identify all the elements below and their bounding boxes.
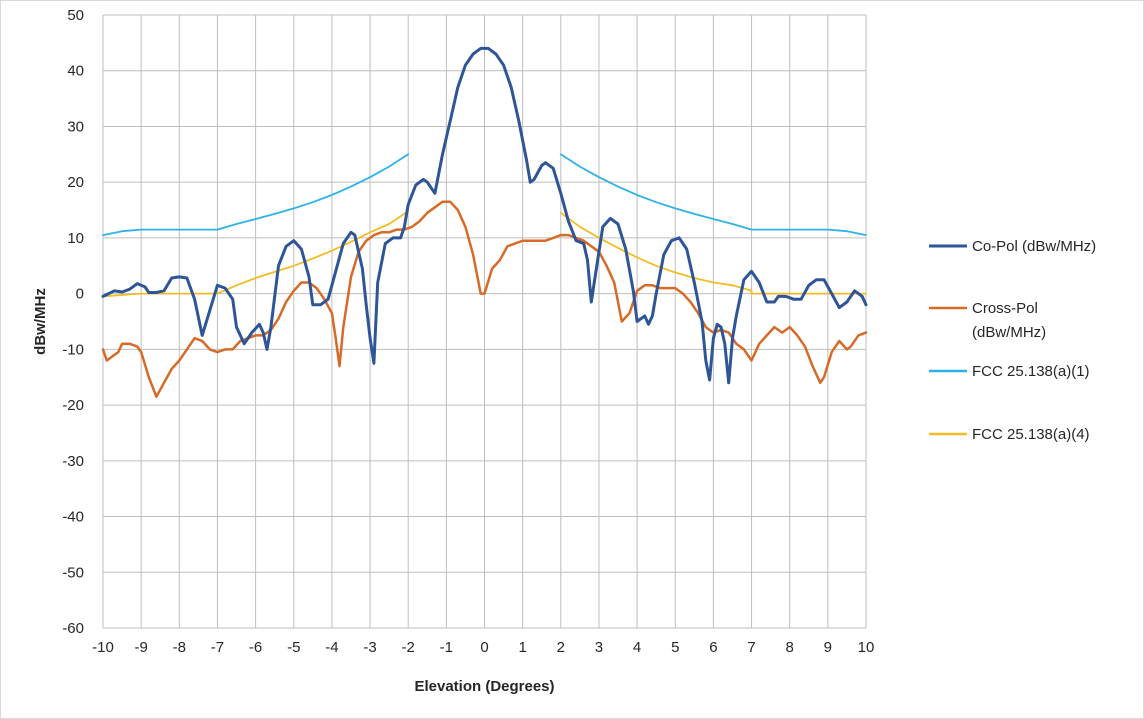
y-tick-label: -20 — [62, 397, 84, 414]
y-tick-label: 30 — [67, 118, 84, 135]
y-tick-label: -10 — [62, 341, 84, 358]
y-tick-label: 40 — [67, 63, 84, 80]
series-line-fcc-25-138-a-1 — [559, 153, 867, 236]
x-tick-label: 1 — [518, 639, 526, 656]
y-axis-title: dBw/MHz — [32, 288, 49, 355]
x-tick-label: 0 — [480, 639, 488, 656]
x-tick-label: 4 — [633, 639, 641, 656]
x-tick-label: 10 — [858, 639, 875, 656]
x-tick-label: -3 — [363, 639, 376, 656]
x-tick-label: -9 — [134, 639, 147, 656]
x-tick-label: -4 — [325, 639, 338, 656]
x-tick-label: 5 — [671, 639, 679, 656]
legend-label: Cross-Pol — [972, 300, 1038, 317]
legend-label: FCC 25.138(a)(4) — [972, 426, 1090, 443]
y-tick-label: -60 — [62, 620, 84, 637]
x-tick-label: -10 — [92, 639, 114, 656]
x-tick-label: -5 — [287, 639, 300, 656]
x-tick-label: -2 — [402, 639, 415, 656]
series-line-co-pol-dbw-mhz — [101, 46, 868, 385]
legend-label: FCC 25.138(a)(1) — [972, 363, 1090, 380]
series-line-cross-pol-dbw-mhz — [101, 200, 868, 398]
x-tick-label: 7 — [747, 639, 755, 656]
y-tick-label: 50 — [67, 7, 84, 24]
x-tick-label: -8 — [173, 639, 186, 656]
y-tick-label: 20 — [67, 174, 84, 191]
y-tick-label: 0 — [76, 286, 84, 303]
series-line-fcc-25-138-a-1 — [102, 153, 410, 236]
y-tick-label: 10 — [67, 230, 84, 247]
x-tick-label: 6 — [709, 639, 717, 656]
x-tick-label: -6 — [249, 639, 262, 656]
x-tick-label: 9 — [824, 639, 832, 656]
y-tick-label: -40 — [62, 509, 84, 526]
legend-label: (dBw/MHz) — [972, 324, 1046, 341]
x-axis-title: Elevation (Degrees) — [414, 678, 554, 695]
x-tick-label: -7 — [211, 639, 224, 656]
legend-label: Co-Pol (dBw/MHz) — [972, 238, 1096, 255]
y-tick-label: -30 — [62, 453, 84, 470]
x-tick-label: 3 — [595, 639, 603, 656]
x-tick-label: 2 — [557, 639, 565, 656]
series-line-fcc-25-138-a-4 — [102, 210, 410, 298]
y-tick-label: -50 — [62, 564, 84, 581]
x-tick-label: -1 — [440, 639, 453, 656]
x-tick-label: 8 — [786, 639, 794, 656]
